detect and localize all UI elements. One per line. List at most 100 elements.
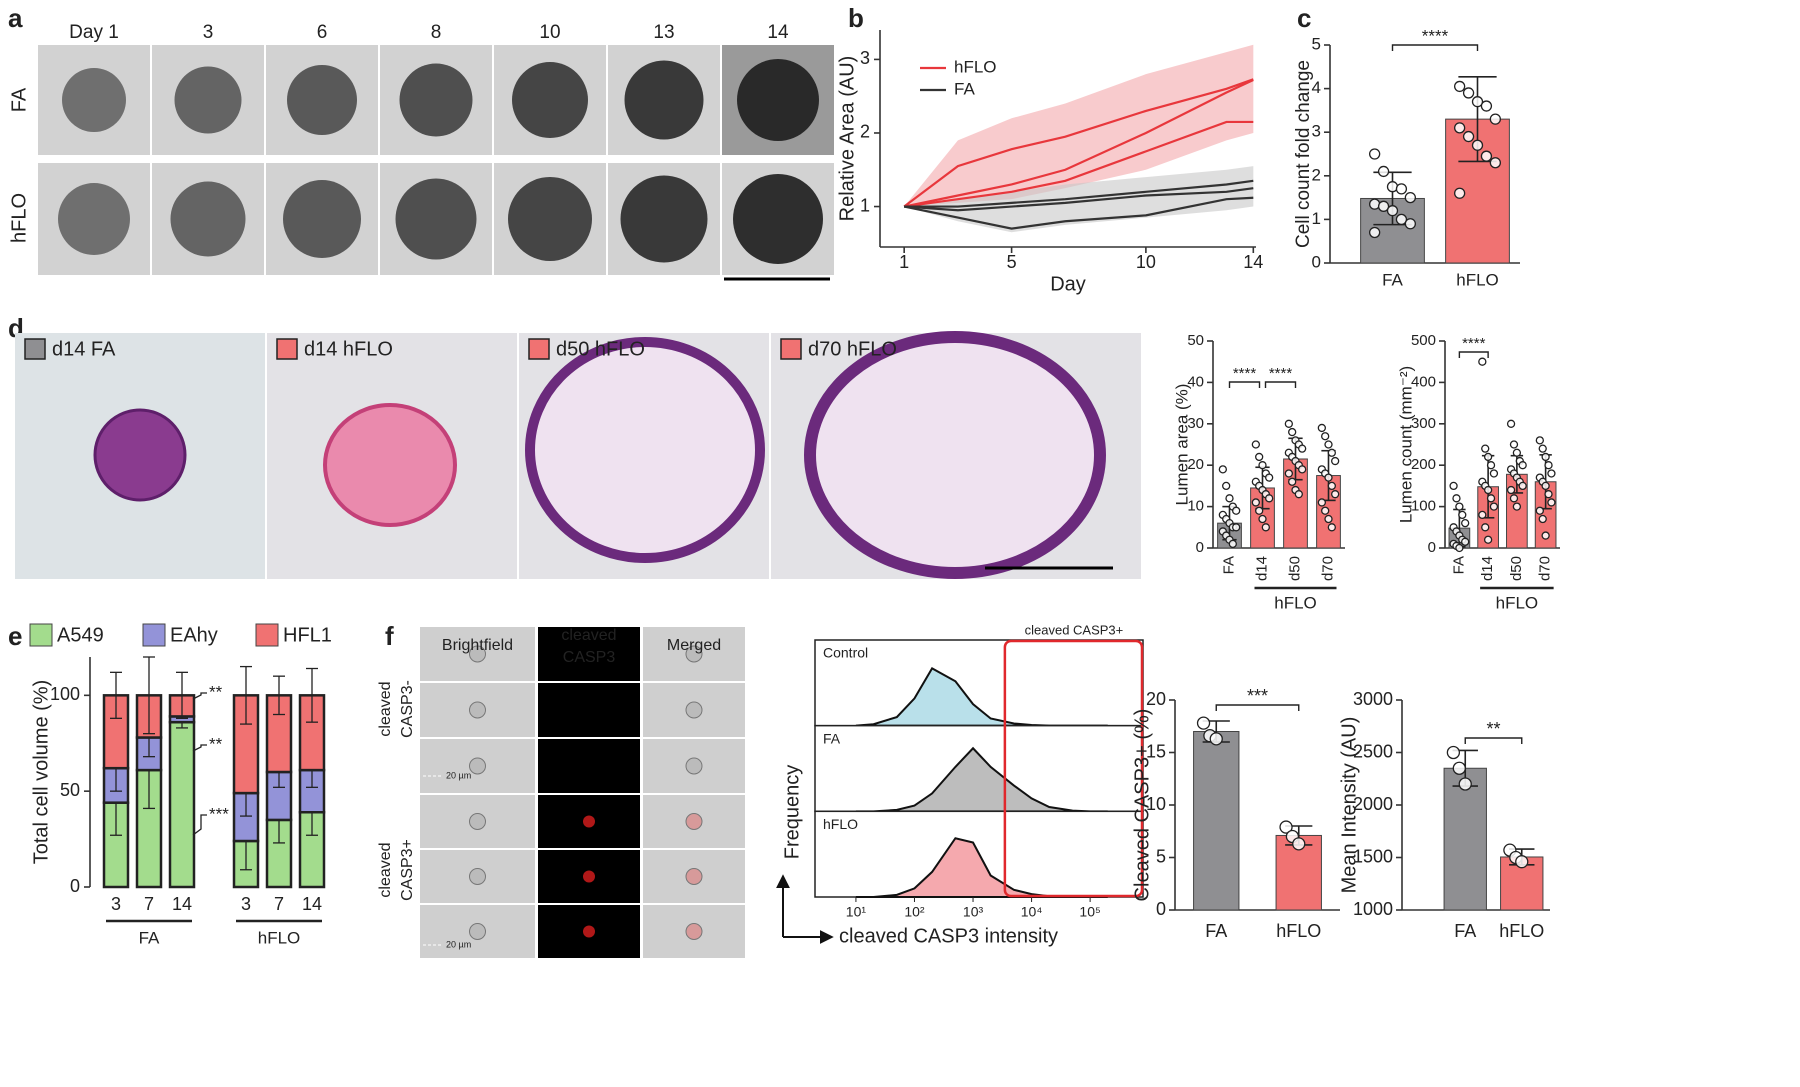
significance-bracket <box>1391 44 1479 51</box>
data-point <box>1506 419 1516 428</box>
data-point <box>1327 523 1336 532</box>
spheroid <box>58 183 130 255</box>
legend-label: A549 <box>57 624 104 646</box>
data-point <box>1218 465 1227 474</box>
data-point <box>1483 535 1493 544</box>
y-tick-label: 0 <box>1428 539 1436 556</box>
data-point <box>1452 494 1461 503</box>
y-tick-label: 2500 <box>1353 741 1393 761</box>
data-point <box>1251 498 1260 507</box>
group-label: hFLO <box>258 928 301 947</box>
data-point <box>1538 444 1547 453</box>
column-label: 3 <box>203 22 214 43</box>
legend-swatch <box>255 623 279 647</box>
legend-swatch <box>142 623 166 647</box>
x-tick-label: 10 <box>1136 252 1156 272</box>
data-point <box>1481 523 1490 532</box>
x-tick-label: 10⁴ <box>1021 904 1043 920</box>
significance-label: *** <box>1247 686 1268 706</box>
confidence-band <box>904 166 1254 233</box>
x-tick-label: hFLO <box>1456 270 1499 289</box>
data-point <box>1209 732 1223 746</box>
bar-segment <box>102 694 130 770</box>
data-point <box>1458 510 1467 520</box>
data-point <box>1255 506 1264 515</box>
x-tick-label: d14 <box>1253 556 1270 581</box>
data-point <box>1478 357 1487 366</box>
histogram-label: FA <box>823 730 841 746</box>
data-point <box>1324 514 1333 524</box>
data-point <box>1538 514 1547 524</box>
group-label: hFLO <box>1274 593 1317 612</box>
histogram-label: Control <box>823 645 868 661</box>
legend-label: EAhy <box>170 624 218 646</box>
data-point <box>1317 498 1326 507</box>
cell <box>469 757 486 775</box>
data-point <box>1518 461 1527 470</box>
histogram-label: hFLO <box>823 816 858 832</box>
panel-label: b <box>848 3 864 33</box>
y-tick-label: 2 <box>1312 165 1321 184</box>
y-tick-label: 0 <box>1156 899 1166 919</box>
annotation: *** <box>209 804 229 823</box>
x-tick-label: d70 <box>1319 556 1336 581</box>
y-tick-label: 50 <box>1187 332 1204 349</box>
spheroid <box>399 63 473 137</box>
legend-swatch <box>29 623 53 647</box>
y-tick-label: 400 <box>1411 373 1436 390</box>
data-point <box>1225 494 1234 503</box>
annotation-bracket <box>192 692 207 700</box>
data-point <box>1547 469 1556 478</box>
spheroid <box>395 178 477 260</box>
spheroid <box>287 65 357 135</box>
y-tick-label: 2000 <box>1353 794 1393 814</box>
spheroid <box>508 177 592 261</box>
y-tick-label: 30 <box>1187 415 1204 432</box>
data-point <box>1331 456 1340 466</box>
data-point <box>1321 506 1330 515</box>
cell <box>469 701 486 719</box>
data-point <box>1284 419 1293 428</box>
legend-swatch <box>24 338 46 360</box>
data-point <box>1251 440 1260 449</box>
x-tick-label: 14 <box>172 894 192 914</box>
bar <box>1443 767 1487 911</box>
significance-label: **** <box>1269 365 1293 382</box>
significance-bracket <box>1458 351 1489 358</box>
gate-label: cleaved CASP3+ <box>1025 622 1124 637</box>
data-point <box>1544 490 1553 499</box>
data-point <box>1535 436 1544 445</box>
data-point <box>1509 440 1519 449</box>
column-label: Brightfield <box>442 637 513 654</box>
y-tick-label: 10 <box>1187 498 1204 515</box>
column-label: Merged <box>667 637 721 654</box>
data-point <box>1232 523 1241 532</box>
data-point <box>1228 539 1237 549</box>
cell-signal <box>583 815 595 828</box>
data-point <box>1541 531 1550 540</box>
data-point <box>1471 139 1484 151</box>
significance-label: ** <box>1486 719 1500 739</box>
tissue <box>804 331 1106 579</box>
data-point <box>1404 191 1416 204</box>
annotation-bracket <box>192 814 207 836</box>
data-point <box>1331 490 1340 499</box>
legend-label: FA <box>954 79 975 98</box>
x-tick-label: FA <box>1454 921 1476 941</box>
y-axis-label: Lumen count (mm⁻²) <box>1396 366 1415 523</box>
image-label: d14 hFLO <box>304 338 393 360</box>
data-point <box>1255 452 1264 462</box>
bar-segment <box>168 720 196 889</box>
x-tick-label: 5 <box>1007 252 1017 272</box>
y-tick-label: 2 <box>860 122 870 142</box>
data-point <box>1462 87 1475 99</box>
data-point <box>1547 498 1556 507</box>
data-point <box>1483 485 1493 495</box>
data-point <box>1324 440 1333 449</box>
tissue <box>93 408 187 502</box>
data-point <box>1489 469 1499 478</box>
y-tick-label: 1 <box>860 195 870 215</box>
legend-label: HFL1 <box>283 624 332 646</box>
data-point <box>1481 444 1490 453</box>
y-tick-label: 1000 <box>1353 899 1393 919</box>
